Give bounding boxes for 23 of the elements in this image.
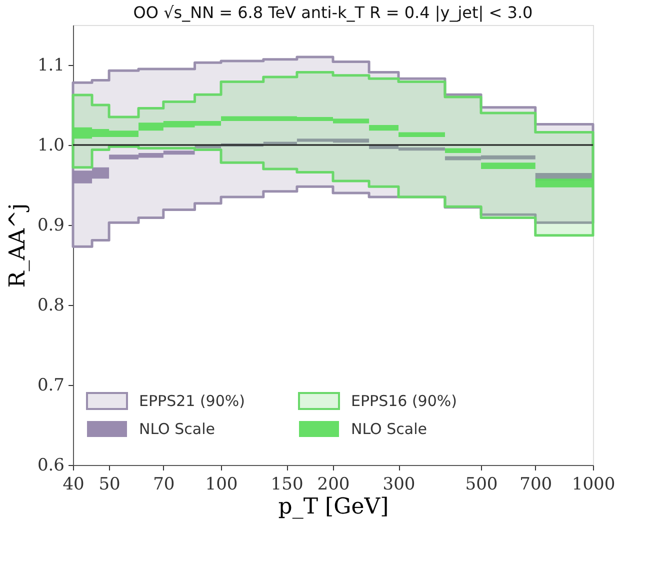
legend-label: EPPS16 (90%) [351, 392, 457, 410]
legend-label: NLO Scale [139, 420, 215, 438]
y-tick-label: 0.8 [37, 296, 64, 316]
x-tick-label: 50 [98, 474, 120, 494]
legend-label: EPPS21 (90%) [139, 392, 245, 410]
y-tick-label: 1.0 [37, 136, 64, 156]
x-tick-label: 700 [520, 474, 552, 494]
x-tick-label: 1000 [572, 474, 616, 494]
y-tick-label: 0.6 [37, 456, 64, 476]
x-tick-label: 40 [62, 474, 84, 494]
x-tick-label: 70 [153, 474, 175, 494]
x-axis-title: p_T [GeV] [278, 494, 389, 520]
y-tick-label: 0.9 [37, 216, 64, 236]
x-tick-label: 500 [465, 474, 498, 494]
y-tick-label: 1.1 [37, 56, 64, 76]
x-tick-label: 300 [382, 474, 416, 494]
y-tick-label: 0.7 [37, 376, 64, 396]
y-axis-title: R_AA^j [5, 203, 30, 288]
x-tick-label: 200 [317, 474, 350, 494]
chart-title: OO √s_NN = 6.8 TeV anti-k_T R = 0.4 |y_jet| < 3.0 [133, 3, 533, 22]
legend-label: NLO Scale [351, 420, 427, 438]
x-tick-label: 150 [270, 474, 304, 494]
x-tick-label: 100 [205, 474, 238, 494]
